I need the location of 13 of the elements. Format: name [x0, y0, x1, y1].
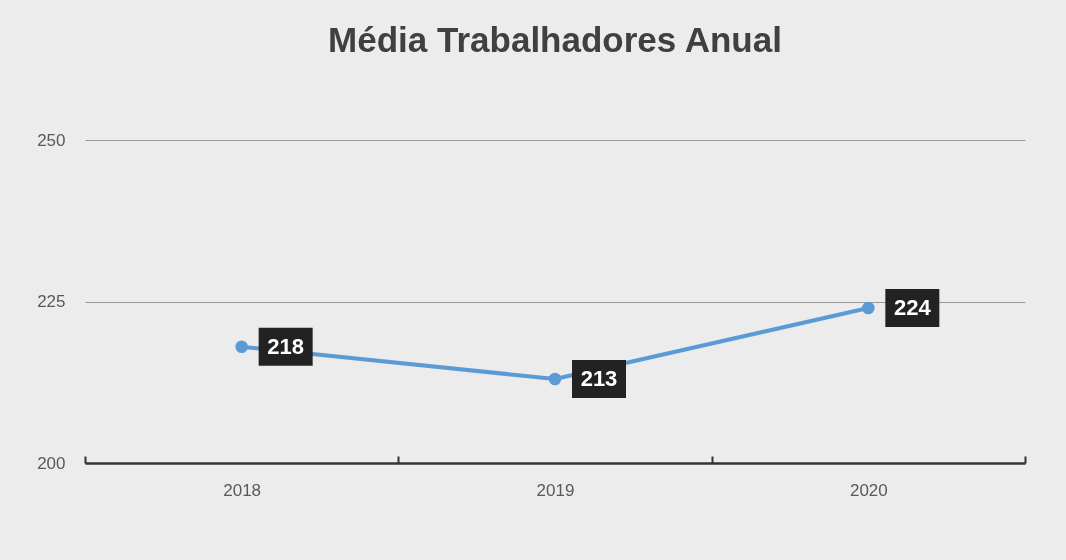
x-tick-label: 2019: [536, 480, 575, 500]
y-tick-label: 225: [37, 292, 66, 311]
data-label: 218: [267, 333, 305, 359]
point: [862, 301, 875, 315]
point: [548, 372, 562, 386]
y-tick-label: 200: [37, 453, 66, 473]
y-tick-label: 250: [37, 130, 66, 150]
data-label: 213: [580, 366, 618, 392]
point: [235, 340, 248, 354]
x-tick-label: 2020: [849, 480, 888, 500]
chart-title: Média Trabalhadores Anual: [328, 20, 782, 59]
data-label: 224: [893, 294, 932, 320]
x-tick-label: 2018: [223, 480, 262, 500]
